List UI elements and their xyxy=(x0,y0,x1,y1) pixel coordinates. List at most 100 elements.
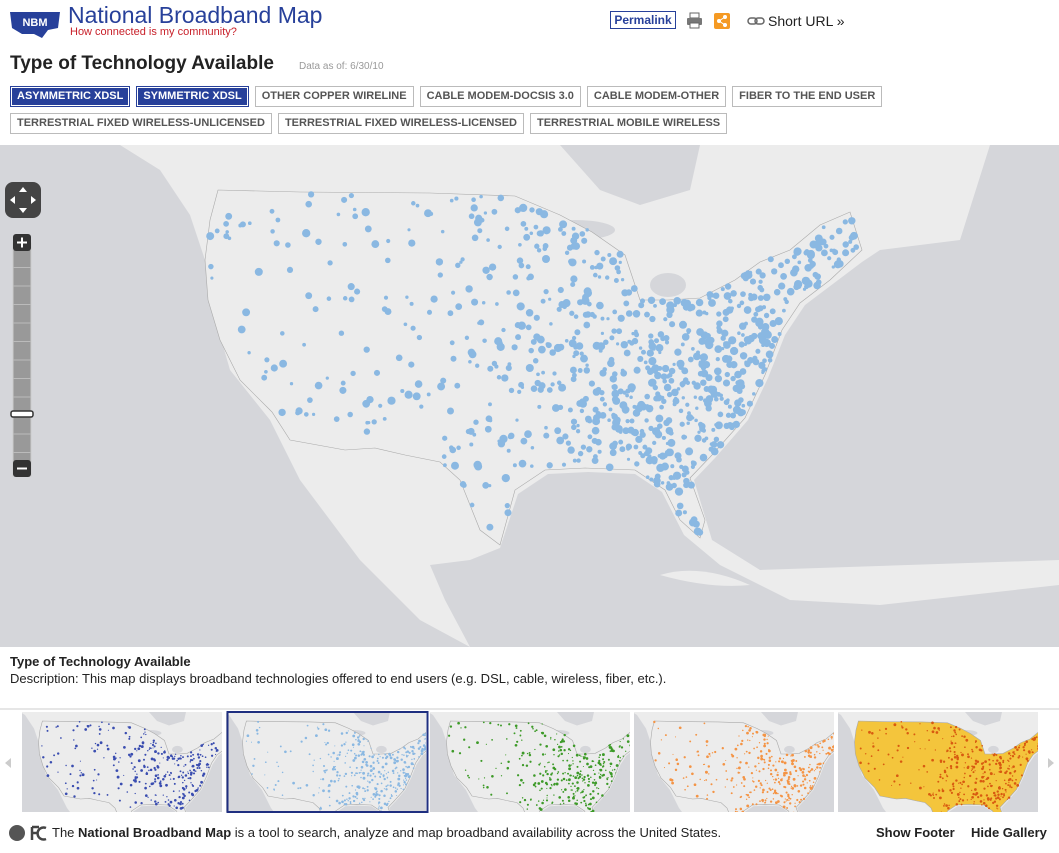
coverage-dot xyxy=(586,446,593,453)
coverage-dot xyxy=(725,412,732,418)
coverage-dot xyxy=(257,720,260,723)
coverage-dot xyxy=(520,221,527,227)
coverage-dot xyxy=(404,774,407,778)
coverage-dot xyxy=(657,752,661,755)
coverage-dot xyxy=(570,376,577,383)
coverage-dot xyxy=(659,298,666,305)
coverage-dot xyxy=(954,753,956,756)
pan-arrow[interactable] xyxy=(31,196,36,204)
coverage-dot xyxy=(580,354,588,363)
coverage-dot xyxy=(143,764,146,767)
technology-button[interactable]: CABLE MODEM-OTHER xyxy=(586,86,727,107)
coverage-dot xyxy=(134,776,137,779)
coverage-dot xyxy=(714,345,723,353)
gallery-thumbnail[interactable] xyxy=(181,708,544,816)
hide-gallery-link[interactable]: Hide Gallery xyxy=(971,825,1047,840)
coverage-dot xyxy=(538,763,541,766)
share-icon[interactable] xyxy=(714,13,730,29)
coverage-dot xyxy=(367,740,369,742)
gallery-thumbnail[interactable] xyxy=(0,708,340,816)
coverage-dot xyxy=(591,814,594,816)
coverage-dot xyxy=(74,747,77,750)
print-icon[interactable] xyxy=(686,12,704,30)
permalink-button[interactable]: Permalink xyxy=(610,11,676,29)
coverage-dot xyxy=(416,334,423,341)
coverage-dot xyxy=(378,805,380,807)
technology-button[interactable]: TERRESTRIAL FIXED WIRELESS-LICENSED xyxy=(277,113,524,134)
show-footer-link[interactable]: Show Footer xyxy=(876,825,955,840)
zoom-in-sign[interactable] xyxy=(17,237,27,248)
map-lake xyxy=(988,745,999,754)
pan-arrow[interactable] xyxy=(10,196,15,204)
coverage-dot xyxy=(777,792,779,795)
coverage-dot xyxy=(254,267,263,276)
technology-button[interactable]: FIBER TO THE END USER xyxy=(732,86,883,107)
coverage-dot xyxy=(561,231,567,236)
site-title[interactable]: National Broadband Map xyxy=(68,2,323,28)
coverage-dot xyxy=(576,781,579,784)
coverage-dot xyxy=(356,736,360,739)
gallery-thumbnail[interactable] xyxy=(589,708,952,816)
technology-button[interactable]: CABLE MODEM-DOCSIS 3.0 xyxy=(419,86,581,107)
coverage-dot xyxy=(380,773,382,775)
gallery-thumbnail[interactable] xyxy=(385,708,748,816)
coverage-dot xyxy=(778,282,786,290)
technology-button[interactable]: TERRESTRIAL FIXED WIRELESS-UNLICENSED xyxy=(10,113,272,134)
pan-control[interactable] xyxy=(5,182,41,218)
coverage-dot xyxy=(617,388,624,395)
coverage-dot xyxy=(567,407,573,413)
coverage-dot xyxy=(519,729,522,732)
map-water xyxy=(797,752,834,812)
coverage-dot xyxy=(191,765,194,768)
coverage-dot xyxy=(326,815,329,816)
coverage-dot xyxy=(644,418,649,423)
coverage-dot xyxy=(721,346,725,351)
coverage-dot xyxy=(730,375,736,382)
gallery-prev[interactable] xyxy=(5,758,11,768)
coverage-dot xyxy=(583,367,591,374)
coverage-dot xyxy=(787,793,790,796)
pan-arrow[interactable] xyxy=(19,187,27,192)
coverage-dot xyxy=(982,765,985,768)
coverage-dot xyxy=(975,745,978,749)
coverage-dot xyxy=(144,782,147,785)
map[interactable] xyxy=(0,145,1059,647)
coverage-dot xyxy=(403,779,405,781)
coverage-dot xyxy=(784,798,786,800)
technology-button[interactable]: SYMMETRIC XDSL xyxy=(136,86,249,107)
coverage-dot xyxy=(946,775,949,778)
coverage-dot xyxy=(732,420,740,429)
coverage-dot xyxy=(816,763,819,766)
coverage-dot xyxy=(785,753,789,757)
coverage-dot xyxy=(344,755,347,758)
coverage-dot xyxy=(383,788,385,790)
nbm-logo[interactable]: NBM xyxy=(8,8,62,40)
coverage-dot xyxy=(740,742,743,746)
coverage-dot xyxy=(780,272,788,280)
technology-button[interactable]: ASYMMETRIC XDSL xyxy=(10,86,131,107)
gallery-thumbnail[interactable] xyxy=(793,708,1059,816)
coverage-dot xyxy=(531,725,534,728)
short-url-link[interactable]: Short URL » xyxy=(768,13,845,29)
technology-button[interactable]: TERRESTRIAL MOBILE WIRELESS xyxy=(529,113,728,134)
coverage-dot xyxy=(600,346,604,350)
coverage-dot xyxy=(793,283,800,291)
coverage-dot xyxy=(78,720,81,723)
technology-button[interactable]: OTHER COPPER WIRELINE xyxy=(254,86,414,107)
coverage-dot xyxy=(618,439,624,445)
coverage-dot xyxy=(557,226,563,232)
coverage-dot xyxy=(563,749,566,752)
coverage-dot xyxy=(597,449,602,454)
coverage-dot xyxy=(206,766,208,768)
coverage-dot xyxy=(467,427,475,435)
coverage-dot xyxy=(713,436,720,442)
zoom-handle[interactable] xyxy=(10,410,34,418)
map-water xyxy=(22,713,70,812)
coverage-dot xyxy=(300,740,303,743)
pan-arrow[interactable] xyxy=(19,208,27,213)
gallery-next[interactable] xyxy=(1048,758,1054,768)
coverage-dot xyxy=(200,780,204,784)
coverage-dot xyxy=(645,404,650,409)
coverage-dot xyxy=(1013,770,1016,773)
coverage-dot xyxy=(786,798,789,801)
